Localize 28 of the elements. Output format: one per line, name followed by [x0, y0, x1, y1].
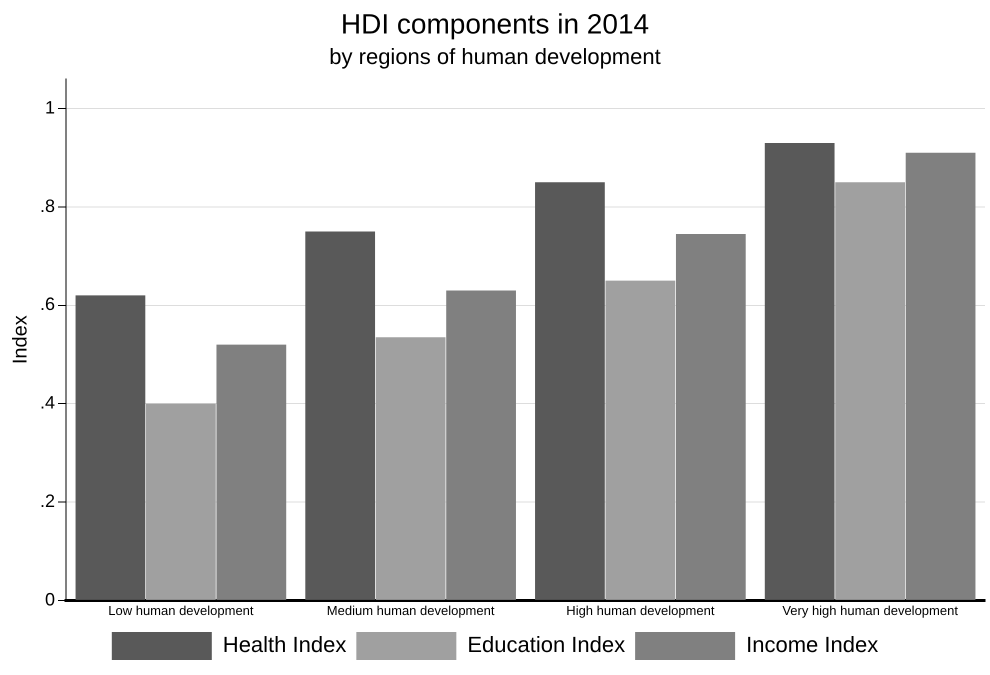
y-tick-label: 1 [44, 97, 56, 118]
y-tick-label: 0 [44, 589, 56, 610]
legend-label: Income Index [746, 632, 878, 658]
bar [906, 152, 976, 600]
bar [146, 404, 216, 600]
chart-title: HDI components in 2014 [340, 8, 650, 40]
x-tick-label: Low human development [108, 602, 254, 618]
bar [676, 234, 746, 600]
y-axis-title: Index [10, 315, 32, 364]
x-tick-label: High human development [566, 602, 715, 618]
bar [764, 142, 835, 600]
bar [76, 295, 146, 600]
x-tick-label: Very high human development [782, 602, 958, 618]
bar [216, 344, 286, 600]
bar [535, 182, 605, 600]
y-tick-label: .4 [40, 392, 56, 413]
bar [305, 231, 376, 600]
bar [446, 290, 516, 600]
chart-subtitle: by regions of human development [329, 44, 661, 69]
legend-label: Education Index [467, 632, 626, 658]
legend-label: Health Index [222, 632, 346, 658]
bar [606, 280, 676, 600]
y-tick-label: .6 [40, 294, 56, 314]
y-tick-label: .2 [40, 490, 56, 511]
bar [376, 337, 446, 600]
bar [835, 182, 905, 600]
x-tick-label: Medium human development [326, 602, 495, 618]
y-tick-label: .8 [40, 196, 56, 216]
